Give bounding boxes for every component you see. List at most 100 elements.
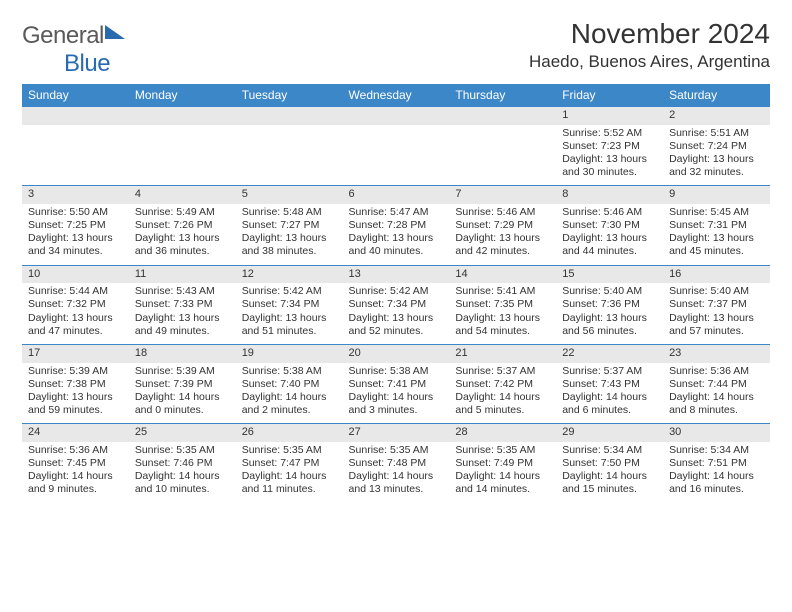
calendar-day-cell: 17Sunrise: 5:39 AMSunset: 7:38 PMDayligh… [22,344,129,423]
sunrise-text: Sunrise: 5:40 AM [669,285,764,298]
calendar-day-cell: 26Sunrise: 5:35 AMSunset: 7:47 PMDayligh… [236,423,343,502]
sunrise-text: Sunrise: 5:35 AM [455,444,550,457]
day-body [129,125,236,183]
daylight-text: Daylight: 14 hours and 5 minutes. [455,391,550,417]
day-body: Sunrise: 5:38 AMSunset: 7:40 PMDaylight:… [236,363,343,424]
day-number: 18 [129,344,236,363]
day-number: 24 [22,423,129,442]
day-body: Sunrise: 5:44 AMSunset: 7:32 PMDaylight:… [22,283,129,344]
sunset-text: Sunset: 7:49 PM [455,457,550,470]
sunrise-text: Sunrise: 5:34 AM [669,444,764,457]
brand-logo-text: General Blue [22,22,125,78]
day-number: 20 [343,344,450,363]
day-body: Sunrise: 5:47 AMSunset: 7:28 PMDaylight:… [343,204,450,265]
weekday-header: Wednesday [343,84,450,106]
sunset-text: Sunset: 7:40 PM [242,378,337,391]
brand-triangle-icon [105,25,125,39]
sunset-text: Sunset: 7:35 PM [455,298,550,311]
sunrise-text: Sunrise: 5:37 AM [562,365,657,378]
day-number: 8 [556,185,663,204]
day-body: Sunrise: 5:40 AMSunset: 7:37 PMDaylight:… [663,283,770,344]
brand-text-2: Blue [64,50,110,77]
sunset-text: Sunset: 7:33 PM [135,298,230,311]
daylight-text: Daylight: 13 hours and 32 minutes. [669,153,764,179]
calendar-day-cell: 22Sunrise: 5:37 AMSunset: 7:43 PMDayligh… [556,344,663,423]
calendar-day-cell: 30Sunrise: 5:34 AMSunset: 7:51 PMDayligh… [663,423,770,502]
day-body: Sunrise: 5:36 AMSunset: 7:44 PMDaylight:… [663,363,770,424]
sunset-text: Sunset: 7:42 PM [455,378,550,391]
day-number: . [343,106,450,125]
calendar-day-cell: 18Sunrise: 5:39 AMSunset: 7:39 PMDayligh… [129,344,236,423]
sunrise-text: Sunrise: 5:46 AM [562,206,657,219]
day-number: 28 [449,423,556,442]
sunrise-text: Sunrise: 5:37 AM [455,365,550,378]
daylight-text: Daylight: 13 hours and 34 minutes. [28,232,123,258]
day-number: 12 [236,265,343,284]
sunrise-text: Sunrise: 5:42 AM [242,285,337,298]
day-number: . [129,106,236,125]
sunrise-text: Sunrise: 5:40 AM [562,285,657,298]
weekday-header: Friday [556,84,663,106]
daylight-text: Daylight: 13 hours and 44 minutes. [562,232,657,258]
day-body: Sunrise: 5:43 AMSunset: 7:33 PMDaylight:… [129,283,236,344]
calendar-day-cell: 5Sunrise: 5:48 AMSunset: 7:27 PMDaylight… [236,185,343,264]
calendar-day-cell: 28Sunrise: 5:35 AMSunset: 7:49 PMDayligh… [449,423,556,502]
sunrise-text: Sunrise: 5:43 AM [135,285,230,298]
day-number: . [236,106,343,125]
day-body [449,125,556,183]
sunset-text: Sunset: 7:37 PM [669,298,764,311]
sunrise-text: Sunrise: 5:46 AM [455,206,550,219]
sunset-text: Sunset: 7:32 PM [28,298,123,311]
day-body: Sunrise: 5:35 AMSunset: 7:48 PMDaylight:… [343,442,450,503]
location-text: Haedo, Buenos Aires, Argentina [529,52,770,72]
day-body: Sunrise: 5:37 AMSunset: 7:43 PMDaylight:… [556,363,663,424]
sunset-text: Sunset: 7:45 PM [28,457,123,470]
day-body: Sunrise: 5:42 AMSunset: 7:34 PMDaylight:… [343,283,450,344]
brand-logo: General Blue [22,18,125,78]
weekday-header: Tuesday [236,84,343,106]
calendar-day-cell: 21Sunrise: 5:37 AMSunset: 7:42 PMDayligh… [449,344,556,423]
day-number: 5 [236,185,343,204]
calendar-day-cell: 14Sunrise: 5:41 AMSunset: 7:35 PMDayligh… [449,265,556,344]
day-body: Sunrise: 5:50 AMSunset: 7:25 PMDaylight:… [22,204,129,265]
day-body: Sunrise: 5:37 AMSunset: 7:42 PMDaylight:… [449,363,556,424]
day-number: 17 [22,344,129,363]
day-body: Sunrise: 5:38 AMSunset: 7:41 PMDaylight:… [343,363,450,424]
day-number: 22 [556,344,663,363]
calendar-day-cell: . [343,106,450,185]
calendar-table: Sunday Monday Tuesday Wednesday Thursday… [22,84,770,502]
calendar-body: .....1Sunrise: 5:52 AMSunset: 7:23 PMDay… [22,106,770,502]
daylight-text: Daylight: 13 hours and 40 minutes. [349,232,444,258]
sunrise-text: Sunrise: 5:38 AM [242,365,337,378]
sunrise-text: Sunrise: 5:39 AM [135,365,230,378]
daylight-text: Daylight: 13 hours and 45 minutes. [669,232,764,258]
daylight-text: Daylight: 14 hours and 6 minutes. [562,391,657,417]
daylight-text: Daylight: 14 hours and 3 minutes. [349,391,444,417]
sunrise-text: Sunrise: 5:39 AM [28,365,123,378]
sunset-text: Sunset: 7:25 PM [28,219,123,232]
sunset-text: Sunset: 7:26 PM [135,219,230,232]
calendar-week-row: .....1Sunrise: 5:52 AMSunset: 7:23 PMDay… [22,106,770,185]
sunset-text: Sunset: 7:30 PM [562,219,657,232]
day-body [343,125,450,183]
daylight-text: Daylight: 13 hours and 30 minutes. [562,153,657,179]
month-title: November 2024 [529,18,770,50]
calendar-week-row: 17Sunrise: 5:39 AMSunset: 7:38 PMDayligh… [22,344,770,423]
sunrise-text: Sunrise: 5:47 AM [349,206,444,219]
weekday-header: Monday [129,84,236,106]
day-number: . [22,106,129,125]
weekday-header: Sunday [22,84,129,106]
day-body: Sunrise: 5:46 AMSunset: 7:30 PMDaylight:… [556,204,663,265]
sunrise-text: Sunrise: 5:36 AM [28,444,123,457]
title-block: November 2024 Haedo, Buenos Aires, Argen… [529,18,770,72]
day-body: Sunrise: 5:35 AMSunset: 7:49 PMDaylight:… [449,442,556,503]
day-body: Sunrise: 5:46 AMSunset: 7:29 PMDaylight:… [449,204,556,265]
day-number: 30 [663,423,770,442]
day-body: Sunrise: 5:49 AMSunset: 7:26 PMDaylight:… [129,204,236,265]
daylight-text: Daylight: 14 hours and 0 minutes. [135,391,230,417]
daylight-text: Daylight: 14 hours and 9 minutes. [28,470,123,496]
calendar-day-cell: 9Sunrise: 5:45 AMSunset: 7:31 PMDaylight… [663,185,770,264]
calendar-day-cell: 3Sunrise: 5:50 AMSunset: 7:25 PMDaylight… [22,185,129,264]
sunrise-text: Sunrise: 5:35 AM [135,444,230,457]
calendar-day-cell: 2Sunrise: 5:51 AMSunset: 7:24 PMDaylight… [663,106,770,185]
